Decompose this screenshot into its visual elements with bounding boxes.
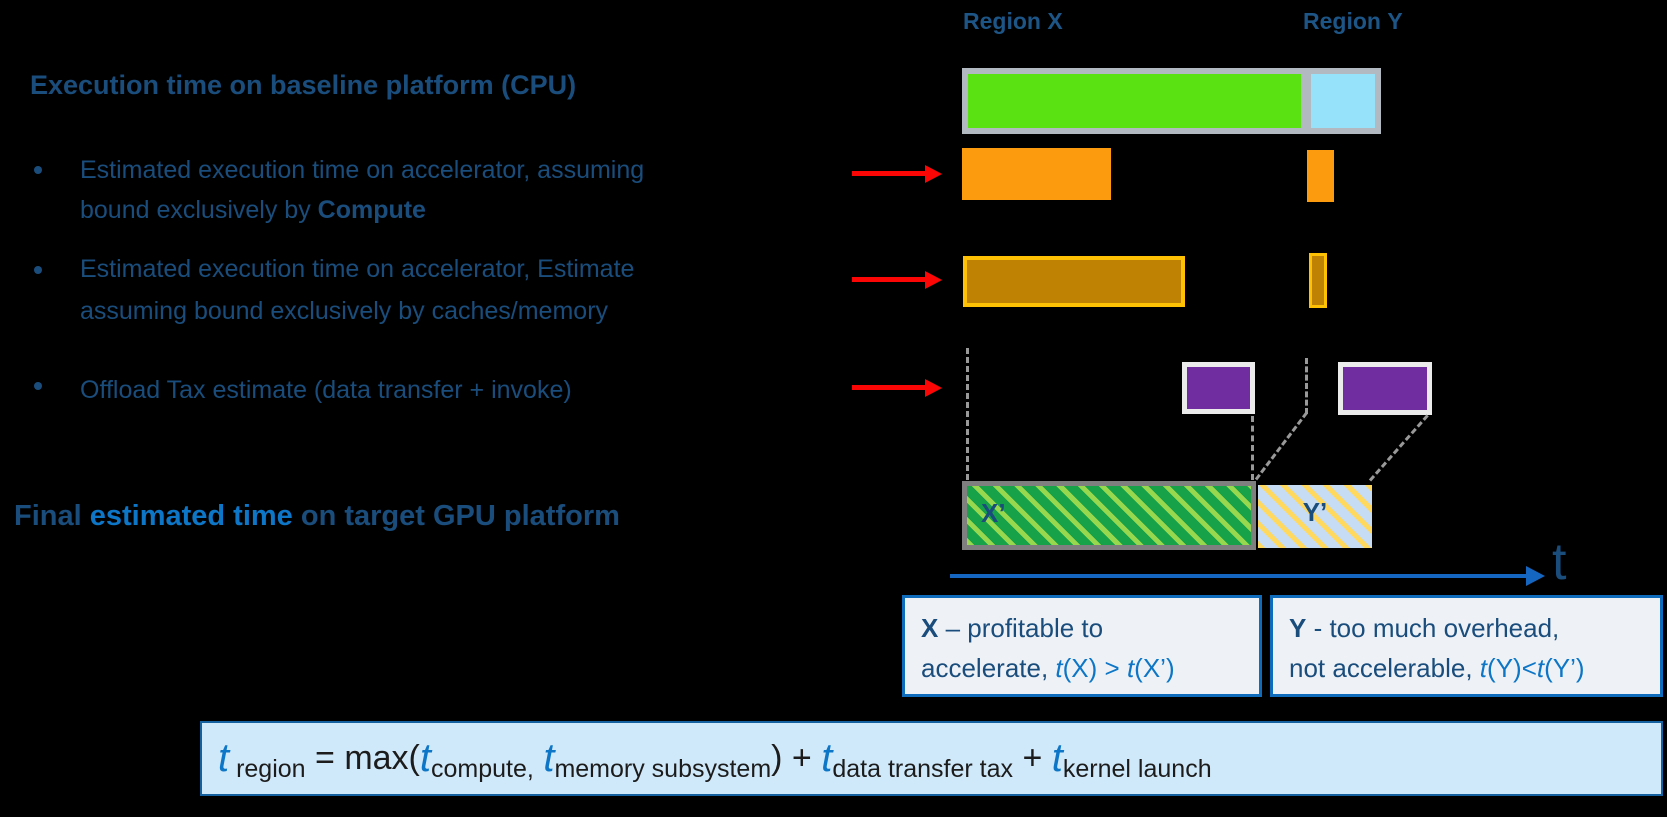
bullet3-line1: Offload Tax estimate (data transfer + in… — [80, 376, 572, 404]
bullet1-line2: bound exclusively by Compute — [80, 196, 426, 224]
red-arrow-2-line — [852, 277, 925, 282]
dashed-line-y-start — [1305, 358, 1308, 414]
dashed-line-x-start — [966, 348, 969, 480]
callout-y-line1: Y - too much overhead, — [1289, 613, 1560, 643]
red-arrow-1-line — [852, 171, 925, 176]
bullet3-dot — [34, 382, 42, 390]
bullet2: Estimated execution time on accelerator,… — [80, 248, 870, 332]
compute-bar-region-x — [962, 148, 1111, 200]
dashed-diagonal-y-end — [1368, 414, 1429, 482]
final-estimated-title: Final estimated time on target GPU platf… — [14, 500, 620, 532]
bullet1-dot — [34, 166, 42, 174]
y-prime-label: Y’ — [1302, 497, 1328, 527]
callout-x-line1: X – profitable to — [921, 613, 1104, 643]
region-y-header: Region Y — [1303, 8, 1403, 34]
bullet2-line2: assuming bound exclusively by caches/mem… — [80, 297, 609, 325]
bullet1-line1: Estimated execution time on accelerator,… — [80, 156, 645, 184]
final-bar-y-prime: Y’ — [1258, 485, 1372, 548]
callout-x-line2: accelerate, t(X) > t(X’) — [921, 653, 1175, 683]
red-arrow-2-icon — [925, 271, 942, 289]
offload-tax-bar-region-y — [1338, 362, 1432, 415]
red-arrow-1-icon — [925, 165, 942, 183]
bullet3: Offload Tax estimate (data transfer + in… — [80, 370, 870, 410]
region-x-header: Region X — [963, 8, 1063, 34]
callout-region-y: Y - too much overhead, not accelerable, … — [1270, 595, 1663, 697]
callout-region-x: X – profitable to accelerate, t(X) > t(X… — [902, 595, 1262, 697]
bullet2-dot — [34, 266, 42, 274]
compute-bar-region-y — [1307, 150, 1334, 202]
cpu-baseline-bar-row — [962, 68, 1381, 134]
bullet1: Estimated execution time on accelerator,… — [80, 150, 870, 230]
baseline-title: Execution time on baseline platform (CPU… — [30, 70, 577, 100]
bullet2-line1: Estimated execution time on accelerator,… — [80, 255, 635, 283]
time-axis-label: t — [1552, 533, 1567, 591]
callout-y-line2: not accelerable, t(Y)<t(Y’) — [1289, 653, 1585, 683]
offload-tax-bar-region-x — [1182, 362, 1255, 414]
memory-bar-region-y — [1309, 253, 1327, 308]
red-arrow-3-icon — [925, 379, 942, 397]
cpu-bar-region-x — [968, 74, 1301, 128]
dashed-line-x-end — [1251, 416, 1254, 480]
red-arrow-3-line — [852, 385, 925, 390]
x-prime-label: X’ — [981, 498, 1006, 528]
final-bar-x-prime: X’ — [962, 481, 1256, 550]
cpu-bar-region-y — [1311, 74, 1375, 128]
dashed-diagonal-y-start — [1254, 411, 1308, 481]
time-axis-line — [950, 574, 1528, 578]
time-axis-arrow-icon — [1526, 566, 1545, 586]
formula-box: t region = max(t compute, t memory subsyst… — [200, 721, 1663, 796]
memory-bar-region-x — [963, 256, 1185, 307]
